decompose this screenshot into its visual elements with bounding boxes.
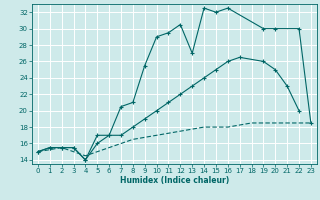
X-axis label: Humidex (Indice chaleur): Humidex (Indice chaleur): [120, 176, 229, 185]
